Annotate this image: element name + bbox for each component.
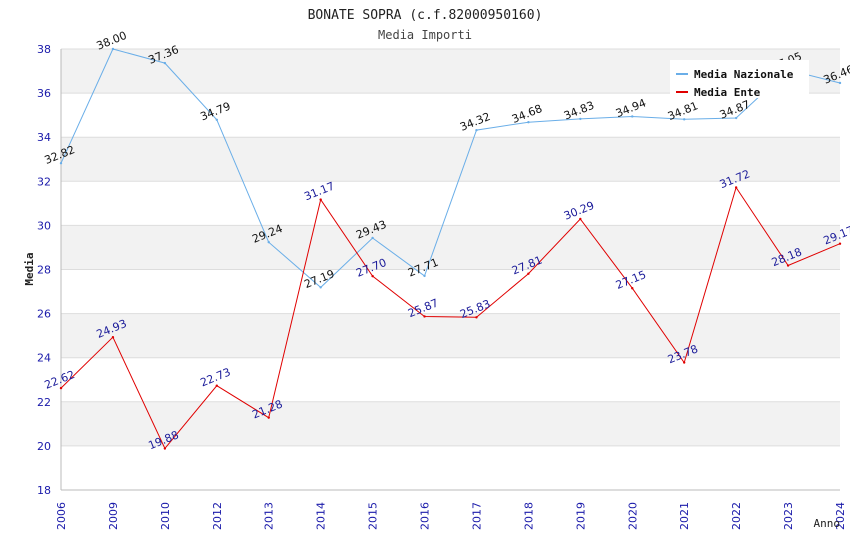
data-point (734, 116, 738, 120)
y-tick-label: 28 (37, 264, 51, 277)
data-point (59, 162, 63, 165)
plot-band (61, 225, 840, 270)
data-point (319, 198, 322, 201)
y-tick-label: 26 (37, 308, 51, 321)
data-point (734, 186, 738, 189)
plot-band (61, 137, 840, 182)
y-axis-label: Media (23, 252, 36, 285)
chart-subtitle: Media Importi (378, 28, 472, 42)
data-point (475, 128, 478, 132)
data-point (579, 217, 582, 221)
data-point (319, 286, 322, 289)
x-tick-label: 2018 (522, 502, 535, 530)
data-point (59, 386, 63, 390)
data-point (475, 316, 478, 319)
data-point (631, 115, 634, 118)
plot-band (61, 93, 840, 138)
y-axis-ticks: 18 20 22 24 26 28 30 32 34 36 38 (37, 43, 51, 497)
data-point (163, 447, 167, 450)
x-axis-label: Anno (814, 517, 841, 530)
y-tick-label: 30 (37, 219, 51, 232)
legend-label: Media Nazionale (694, 68, 794, 81)
legend-label: Media Ente (694, 86, 761, 99)
data-point (683, 361, 686, 364)
data-point (267, 240, 270, 244)
plot-band (61, 401, 840, 446)
y-tick-label: 38 (37, 43, 51, 56)
plot-band (61, 269, 840, 314)
y-tick-label: 22 (37, 396, 51, 409)
data-point (111, 47, 115, 51)
series-line-media-nazionale (60, 48, 841, 289)
x-tick-label: 2013 (263, 502, 276, 530)
x-tick-label: 2023 (782, 502, 795, 530)
data-point (267, 416, 270, 419)
x-tick-label: 2020 (626, 502, 639, 530)
data-point (527, 121, 530, 124)
x-tick-label: 2021 (678, 502, 691, 530)
plot-background (60, 48, 840, 491)
plot-band (61, 313, 840, 358)
x-tick-label: 2009 (107, 502, 120, 530)
x-tick-label: 2010 (159, 502, 172, 530)
data-point (786, 264, 790, 267)
x-tick-label: 2017 (470, 502, 483, 530)
data-point (423, 274, 426, 278)
x-tick-label: 2016 (419, 502, 432, 530)
data-point (215, 384, 218, 387)
legend: Media Nazionale Media Ente (670, 60, 809, 99)
data-point (683, 118, 686, 121)
x-tick-label: 2024 (834, 502, 847, 530)
y-tick-label: 24 (37, 352, 51, 365)
data-point (631, 287, 634, 290)
x-tick-label: 2006 (55, 502, 68, 530)
data-point (838, 242, 842, 245)
x-tick-label: 2015 (367, 502, 380, 530)
data-point (215, 118, 218, 121)
chart-title: BONATE SOPRA (c.f.82000950160) (308, 8, 543, 23)
y-tick-label: 36 (37, 87, 51, 100)
data-point (111, 335, 115, 339)
x-tick-label: 2022 (730, 502, 743, 530)
x-tick-label: 2012 (211, 502, 224, 530)
data-point (579, 117, 582, 121)
series-layer (59, 47, 842, 450)
x-tick-label: 2019 (574, 502, 587, 530)
y-tick-label: 20 (37, 440, 51, 453)
data-point (371, 236, 374, 240)
x-axis-ticks: 2006 2009 2010 2012 2013 2014 2015 2016 2017 2018… (55, 502, 847, 530)
x-tick-label: 2014 (315, 502, 328, 530)
y-tick-label: 34 (37, 131, 51, 144)
data-point (371, 274, 374, 278)
plot-band (61, 445, 840, 490)
data-point (527, 272, 530, 275)
y-tick-label: 18 (37, 484, 51, 497)
y-tick-label: 32 (37, 175, 51, 188)
data-point (838, 81, 842, 85)
legend-box (670, 60, 809, 98)
series-line-media-ente (60, 186, 841, 450)
plot-band (61, 357, 840, 402)
data-point (163, 61, 167, 65)
data-point (423, 315, 426, 318)
